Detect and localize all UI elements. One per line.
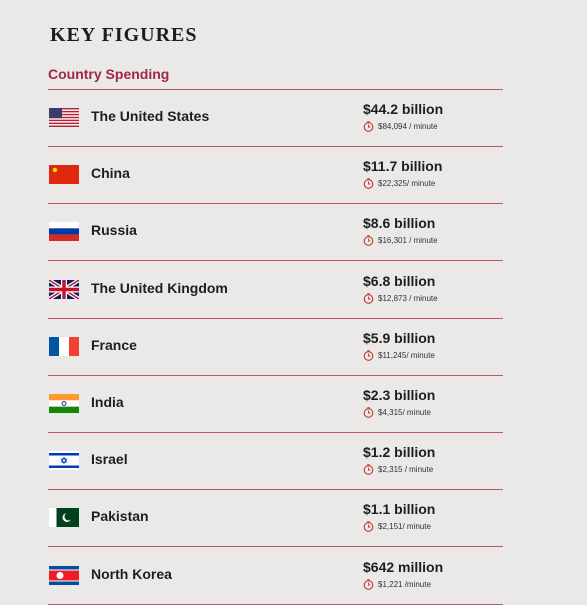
clock-icon	[363, 407, 374, 418]
divider	[48, 89, 503, 90]
per-minute: $12,873 / minute	[378, 293, 438, 303]
per-minute: $1,221 /minute	[378, 579, 431, 589]
flag-icon	[49, 279, 79, 299]
country-name: Pakistan	[91, 508, 149, 525]
divider	[48, 317, 503, 319]
spending-amount: $1.2 billion	[363, 444, 436, 461]
divider	[48, 146, 503, 147]
flag-icon	[49, 565, 79, 585]
country-name: The United States	[91, 108, 210, 124]
spending-amount: $5.9 billion	[363, 329, 436, 346]
country-name: Russia	[91, 222, 137, 239]
flag-icon	[49, 222, 79, 242]
clock-icon	[363, 292, 374, 304]
flag-icon	[49, 508, 79, 528]
divider	[48, 260, 503, 262]
divider	[48, 432, 503, 433]
flag-icon	[49, 336, 79, 356]
spending-amount: $2.3 billion	[363, 387, 436, 403]
spending-amount: $642 million	[363, 558, 444, 575]
flag-icon	[49, 451, 79, 471]
country-name: France	[91, 336, 137, 353]
title: KEY FIGURES	[50, 24, 198, 46]
country-name: Israel	[91, 451, 128, 468]
country-name: China	[91, 165, 130, 182]
divider	[48, 489, 503, 491]
country-name: India	[91, 394, 124, 410]
flag-icon	[49, 394, 79, 413]
spending-amount: $11.7 billion	[363, 158, 443, 175]
spending-amount: $44.2 billion	[363, 101, 444, 117]
clock-icon	[363, 350, 374, 361]
per-minute: $84,094 / minute	[378, 122, 438, 131]
divider	[48, 203, 503, 205]
spending-amount: $8.6 billion	[363, 215, 436, 232]
clock-icon	[363, 121, 374, 132]
flag-icon	[49, 108, 79, 127]
country-name: North Korea	[91, 565, 172, 582]
per-minute: $2,315 / minute	[378, 465, 434, 475]
per-minute: $2,151/ minute	[378, 522, 431, 532]
flag-icon	[49, 165, 79, 185]
clock-icon	[363, 578, 374, 590]
per-minute: $4,315/ minute	[378, 408, 431, 417]
clock-icon	[363, 464, 374, 476]
clock-icon	[363, 235, 374, 247]
subtitle: Country Spending	[48, 66, 170, 82]
country-name: The United Kingdom	[91, 279, 228, 296]
spending-amount: $6.8 billion	[363, 272, 436, 289]
per-minute: $11,245/ minute	[378, 350, 435, 360]
divider	[48, 546, 503, 548]
per-minute: $16,301 / minute	[378, 236, 438, 246]
per-minute: $22,325/ minute	[378, 179, 436, 189]
clock-icon	[363, 178, 374, 190]
spending-amount: $1.1 billion	[363, 501, 436, 518]
clock-icon	[363, 521, 374, 533]
divider	[48, 374, 503, 376]
